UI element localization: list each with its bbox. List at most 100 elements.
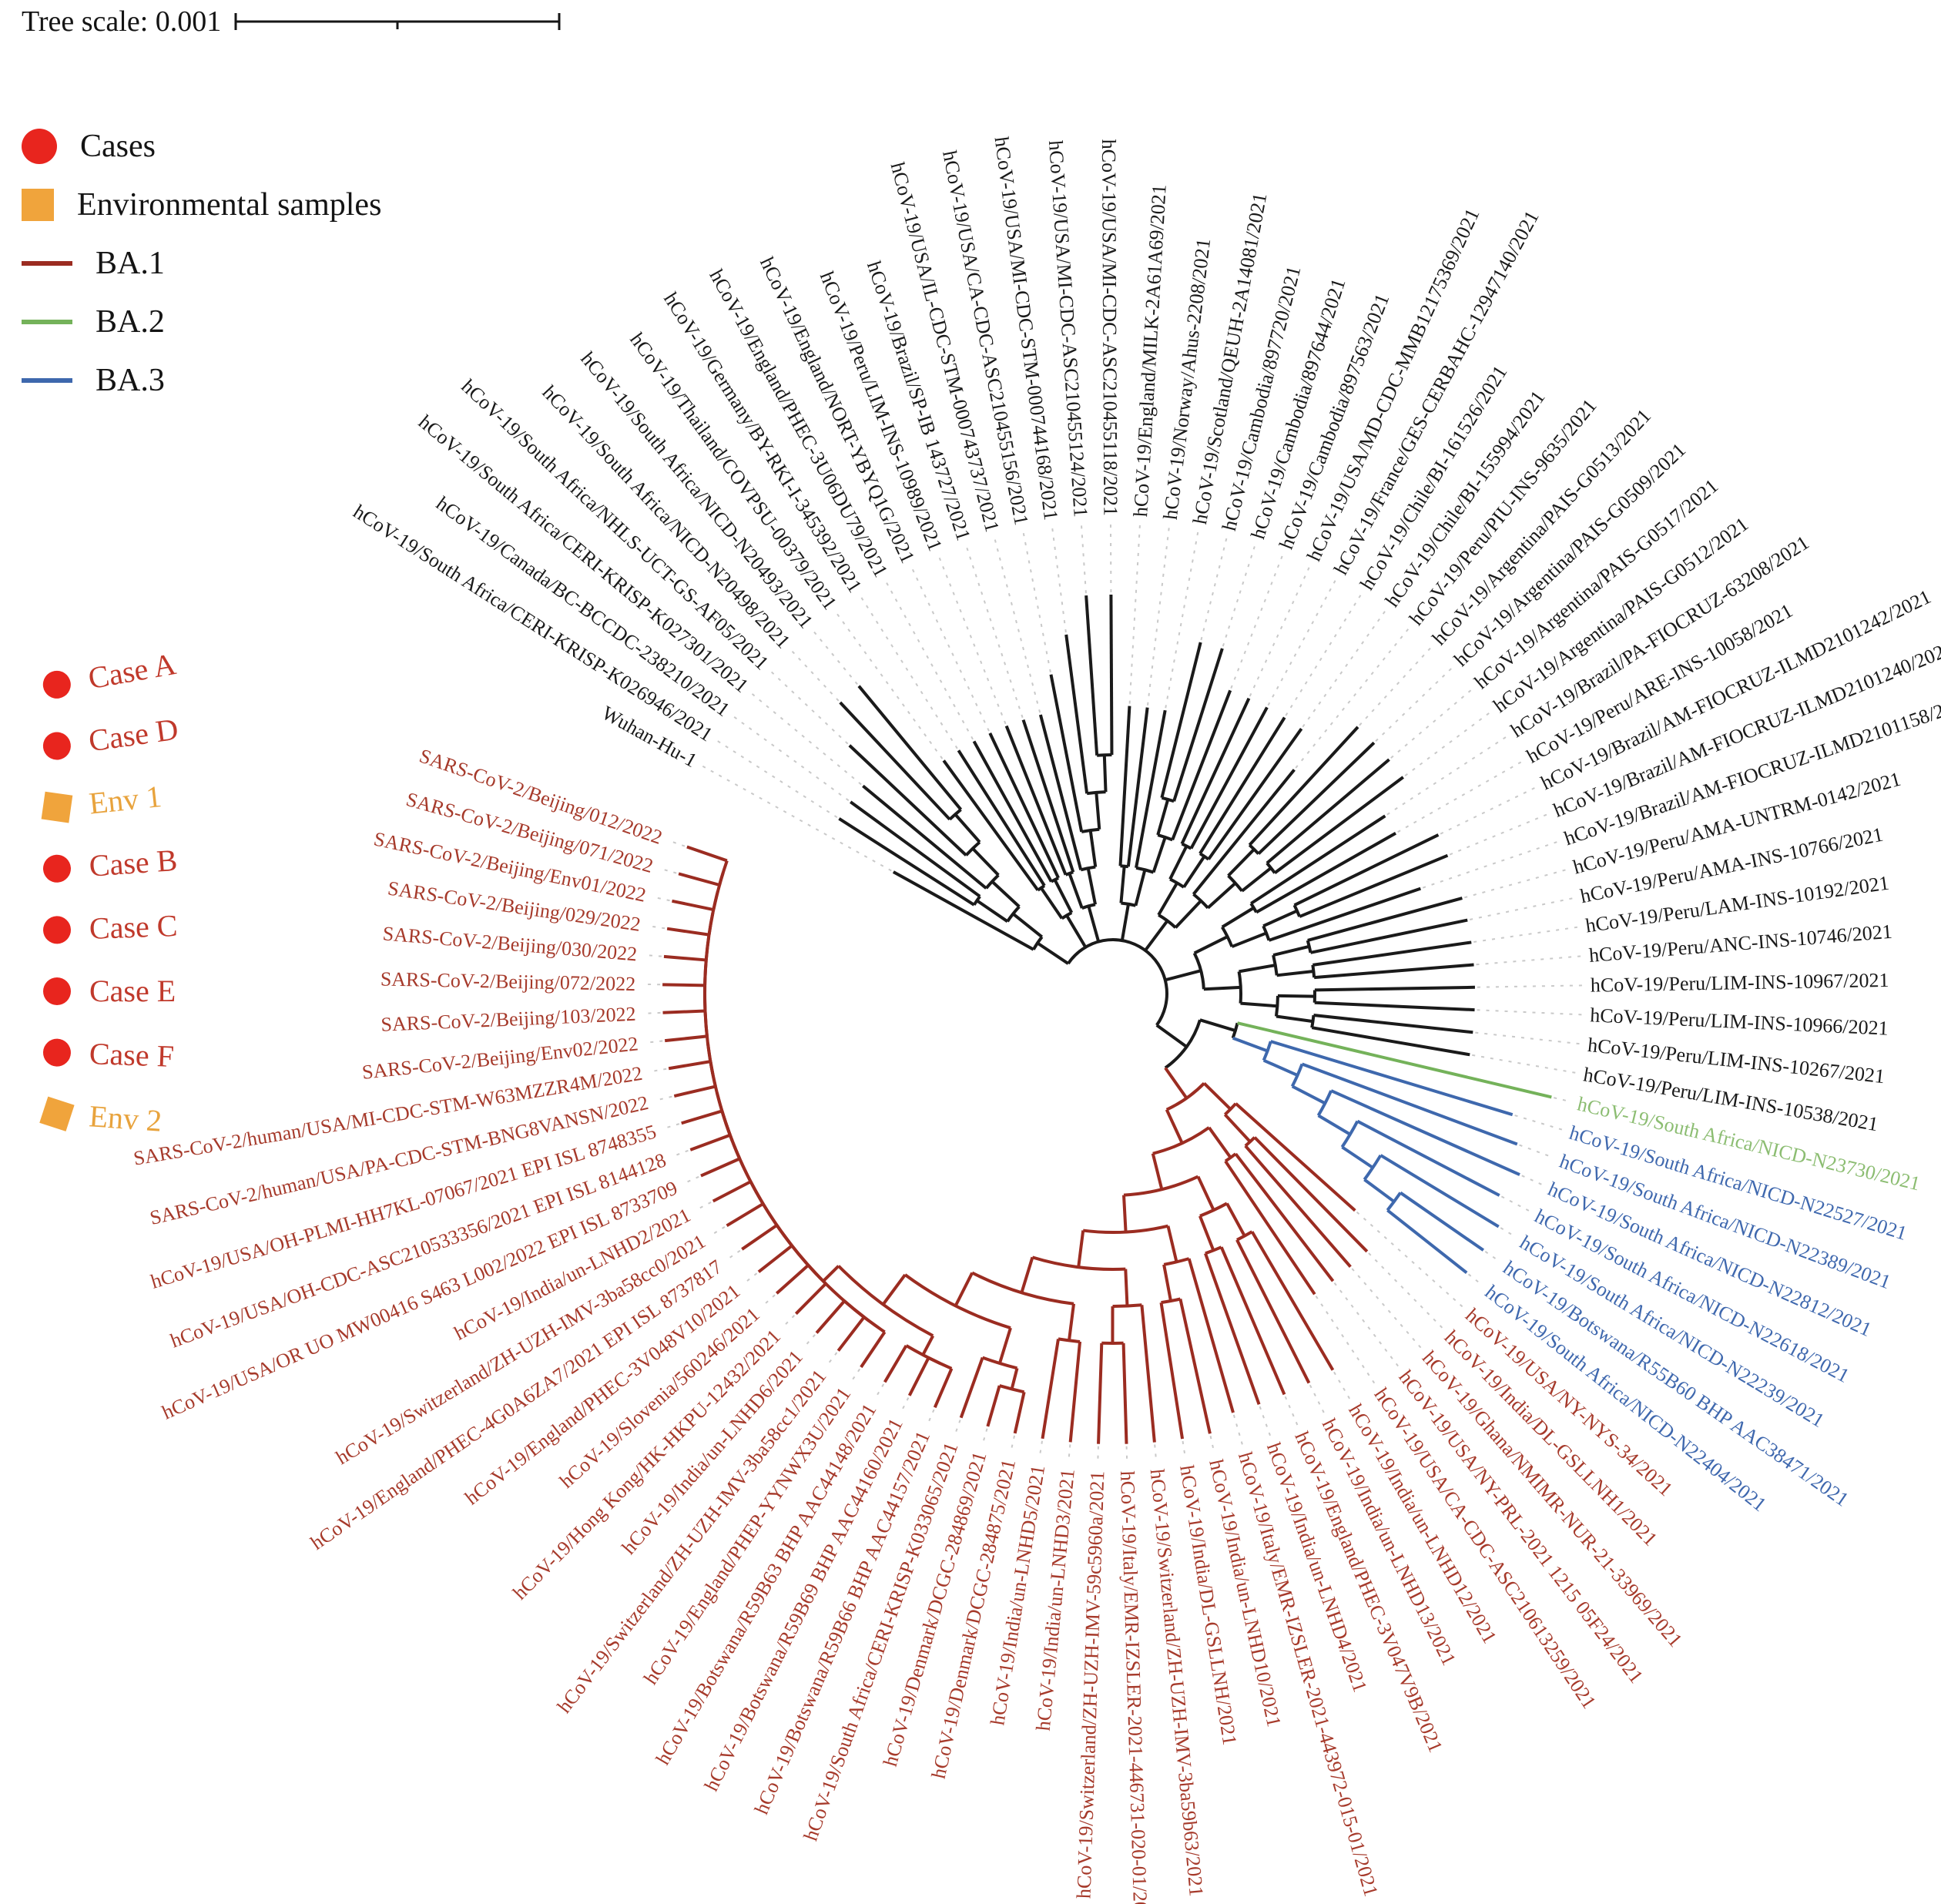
branch: [1020, 1256, 1034, 1293]
leader-line: [1500, 1227, 1516, 1238]
branch: [1240, 1001, 1278, 1008]
leader-line: [1351, 1268, 1422, 1349]
branch: [664, 1034, 708, 1043]
branch: [1310, 918, 1468, 954]
leader-line: [1315, 1296, 1376, 1385]
branch: [1012, 912, 1044, 938]
leader-line: [1200, 537, 1228, 641]
leader-line: [1449, 813, 1548, 856]
branch-arc: [1363, 1154, 1383, 1181]
branch: [1223, 1113, 1252, 1143]
branch: [1276, 970, 1314, 977]
taxon-label: SARS-CoV-2/Beijing/103/2022: [380, 1003, 636, 1036]
branch-arc: [903, 1273, 1011, 1329]
branch: [1386, 1208, 1468, 1275]
leader-line: [726, 1249, 741, 1261]
leader-line: [682, 1175, 699, 1185]
case-annotation-label: Case C: [89, 907, 179, 946]
branch: [794, 1282, 827, 1316]
case-marker-icon: [42, 853, 72, 883]
branch: [1262, 1058, 1299, 1077]
branch: [712, 1180, 752, 1203]
branch-arc: [1152, 1126, 1210, 1155]
leader-line: [1514, 1115, 1564, 1131]
branch: [673, 1084, 716, 1098]
branch: [1257, 741, 1376, 855]
legend-item-ba2: BA.2: [22, 293, 381, 351]
branch-arc: [1262, 925, 1271, 941]
branch: [1187, 1258, 1235, 1413]
leader-line: [1359, 647, 1432, 726]
leader-line: [938, 556, 1007, 725]
branch: [1168, 845, 1188, 880]
branch: [1227, 848, 1255, 877]
branch: [1225, 1202, 1246, 1237]
branch: [1255, 832, 1397, 914]
branch: [1068, 873, 1084, 909]
leader-line: [1554, 1097, 1571, 1103]
leader-line: [1477, 984, 1583, 988]
branch: [689, 1133, 731, 1151]
branch: [921, 1335, 935, 1356]
branch-arc: [971, 1271, 1074, 1306]
branch: [1206, 882, 1237, 910]
leader-line: [668, 840, 686, 847]
branch: [1077, 1230, 1085, 1268]
branch: [1207, 727, 1303, 860]
case-annotation-5: Case C: [42, 895, 180, 960]
branch: [1273, 776, 1404, 874]
branch: [1341, 1145, 1374, 1169]
lineage-line-swatch-icon: [22, 320, 72, 324]
branch: [1121, 1343, 1128, 1444]
case-marker-icon: [42, 1037, 72, 1067]
branch: [686, 845, 728, 863]
branch: [1314, 963, 1474, 980]
branch: [1199, 1018, 1236, 1032]
branch: [1196, 1175, 1215, 1211]
branch: [1208, 1126, 1232, 1159]
leader-line: [1404, 712, 1490, 777]
leader-line: [1500, 1195, 1530, 1212]
leader-line: [1284, 1396, 1299, 1426]
legend-item-ba1: BA.1: [22, 234, 381, 293]
branch: [1311, 1026, 1470, 1057]
legend-item-cases: Cases: [22, 117, 381, 176]
branch: [1097, 1343, 1104, 1444]
branch: [1102, 755, 1108, 793]
leader-line: [813, 631, 858, 686]
branch: [1087, 905, 1101, 943]
leader-line: [1232, 1414, 1244, 1446]
branch: [815, 1299, 846, 1334]
leader-line: [716, 739, 838, 819]
branch: [1400, 1191, 1485, 1252]
leader-line: [649, 1068, 667, 1073]
branch: [1068, 1303, 1075, 1341]
branch: [666, 927, 709, 937]
leader-line: [803, 1334, 816, 1349]
branch-arc: [1082, 1224, 1168, 1234]
branch: [1307, 897, 1463, 942]
leader-line: [1333, 1371, 1351, 1400]
leader-line: [860, 596, 958, 749]
branch: [1166, 1225, 1178, 1262]
leader-line: [1010, 1435, 1015, 1453]
legend-cases-label: Cases: [80, 129, 156, 164]
leader-line: [1209, 1436, 1215, 1453]
branch: [1135, 709, 1167, 869]
branch: [1241, 867, 1272, 893]
branch: [1314, 985, 1475, 992]
leader-line: [643, 1011, 661, 1014]
branch: [1299, 853, 1449, 918]
legend-item-ba3: BA.3: [22, 351, 381, 410]
branch-arc: [732, 1143, 786, 1237]
branch: [1182, 855, 1206, 888]
env-marker-icon: [41, 791, 73, 823]
leader-line: [1295, 628, 1410, 769]
branch: [860, 1331, 887, 1369]
branch: [1084, 595, 1099, 756]
lineage-label: BA.2: [96, 304, 165, 340]
leader-line: [1484, 1251, 1500, 1262]
branch: [883, 1344, 908, 1383]
branch: [1253, 1136, 1369, 1253]
